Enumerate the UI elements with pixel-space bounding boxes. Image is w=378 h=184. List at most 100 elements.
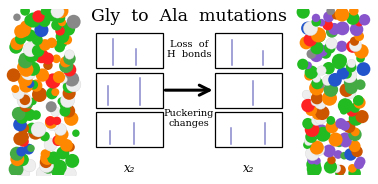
- Point: [314, 147, 320, 150]
- Point: [313, 76, 319, 79]
- Point: [28, 147, 34, 150]
- Point: [19, 116, 25, 119]
- Point: [22, 98, 28, 101]
- Point: [307, 38, 313, 41]
- Point: [63, 64, 69, 67]
- Point: [325, 67, 332, 70]
- Point: [18, 150, 24, 153]
- Point: [308, 135, 314, 138]
- Point: [361, 18, 367, 21]
- Point: [39, 29, 45, 31]
- Point: [33, 114, 39, 116]
- Point: [69, 159, 75, 162]
- Point: [342, 137, 348, 140]
- Point: [23, 84, 29, 87]
- Text: x₂: x₂: [124, 162, 135, 175]
- Point: [21, 56, 27, 59]
- Point: [27, 83, 33, 86]
- Point: [67, 146, 73, 148]
- Point: [62, 103, 68, 106]
- Point: [20, 140, 26, 143]
- Point: [312, 100, 318, 103]
- Point: [352, 40, 358, 43]
- Point: [344, 72, 350, 75]
- Point: [310, 172, 316, 175]
- Point: [329, 30, 335, 33]
- Point: [328, 9, 334, 12]
- Point: [64, 144, 70, 147]
- Point: [42, 43, 48, 46]
- Point: [49, 41, 55, 44]
- Text: x₂: x₂: [243, 162, 254, 175]
- Point: [29, 54, 35, 57]
- Point: [68, 117, 74, 120]
- Point: [22, 60, 28, 63]
- Point: [313, 20, 319, 23]
- Point: [36, 93, 42, 96]
- Point: [59, 100, 65, 103]
- Point: [348, 81, 354, 84]
- Point: [23, 25, 29, 28]
- Point: [12, 87, 18, 90]
- Point: [57, 127, 63, 130]
- Point: [48, 105, 54, 108]
- Point: [30, 67, 36, 70]
- Point: [57, 46, 63, 49]
- Point: [54, 24, 60, 26]
- Point: [319, 49, 325, 52]
- Point: [310, 163, 316, 166]
- Point: [59, 35, 65, 38]
- Point: [352, 145, 358, 148]
- Point: [50, 123, 56, 126]
- Point: [42, 10, 48, 13]
- Point: [352, 43, 358, 46]
- Point: [340, 72, 346, 75]
- Point: [342, 124, 348, 127]
- Point: [328, 159, 335, 162]
- Bar: [215, 33, 282, 68]
- Point: [69, 78, 75, 81]
- Point: [35, 49, 41, 52]
- Point: [13, 168, 19, 171]
- Point: [333, 14, 339, 17]
- Point: [314, 46, 320, 49]
- Point: [64, 38, 70, 41]
- Point: [60, 78, 67, 81]
- Point: [44, 156, 50, 159]
- Point: [25, 102, 31, 105]
- Point: [318, 130, 324, 133]
- Point: [300, 11, 306, 14]
- Point: [335, 153, 341, 156]
- Point: [17, 137, 23, 140]
- Point: [65, 27, 71, 30]
- Point: [30, 100, 36, 103]
- Point: [314, 82, 320, 85]
- Point: [54, 9, 60, 12]
- Point: [47, 143, 53, 146]
- Point: [21, 29, 27, 32]
- Point: [40, 172, 46, 175]
- Point: [50, 13, 56, 15]
- Point: [29, 127, 35, 130]
- Point: [328, 88, 334, 91]
- Point: [57, 16, 63, 19]
- Point: [26, 48, 33, 51]
- Point: [359, 115, 365, 118]
- Point: [318, 83, 324, 86]
- Point: [307, 26, 313, 29]
- Point: [45, 64, 51, 67]
- Point: [309, 128, 315, 131]
- Point: [21, 99, 27, 102]
- Point: [19, 158, 25, 161]
- Text: Puckering
changes: Puckering changes: [164, 109, 214, 128]
- Point: [66, 92, 72, 95]
- Point: [318, 21, 324, 24]
- Point: [18, 30, 24, 33]
- Point: [317, 116, 323, 119]
- Point: [305, 27, 311, 30]
- Point: [68, 158, 74, 161]
- Point: [328, 41, 334, 44]
- Point: [17, 123, 23, 126]
- Point: [306, 74, 312, 77]
- Point: [66, 85, 72, 88]
